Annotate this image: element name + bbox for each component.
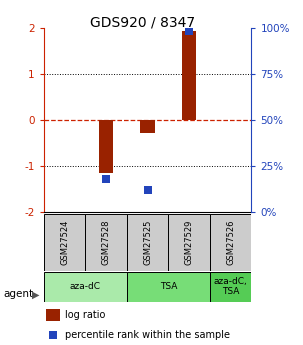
Bar [127,214,168,271]
Text: aza-dC: aza-dC [70,282,101,291]
Bar [44,272,127,302]
Text: percentile rank within the sample: percentile rank within the sample [65,330,230,340]
Text: GSM27524: GSM27524 [60,220,69,265]
Bar [210,214,251,271]
Text: GSM27526: GSM27526 [226,220,235,265]
Bar [182,31,196,120]
Bar [141,120,155,133]
Bar [210,272,251,302]
Text: GDS920 / 8347: GDS920 / 8347 [90,16,195,30]
Bar [85,214,127,271]
Bar [46,309,60,321]
Text: agent: agent [3,289,33,299]
Text: TSA: TSA [160,282,177,291]
Bar [99,120,113,173]
Text: log ratio: log ratio [65,310,105,320]
Text: GSM27525: GSM27525 [143,220,152,265]
Point [51,332,56,338]
Bar [127,272,210,302]
Text: GSM27529: GSM27529 [185,220,194,265]
Bar [44,214,85,271]
Point [104,176,109,182]
Point [187,29,192,34]
Text: GSM27528: GSM27528 [102,220,111,265]
Text: ▶: ▶ [32,289,39,299]
Bar [168,214,210,271]
Point [145,187,150,193]
Text: aza-dC,
TSA: aza-dC, TSA [214,277,248,296]
